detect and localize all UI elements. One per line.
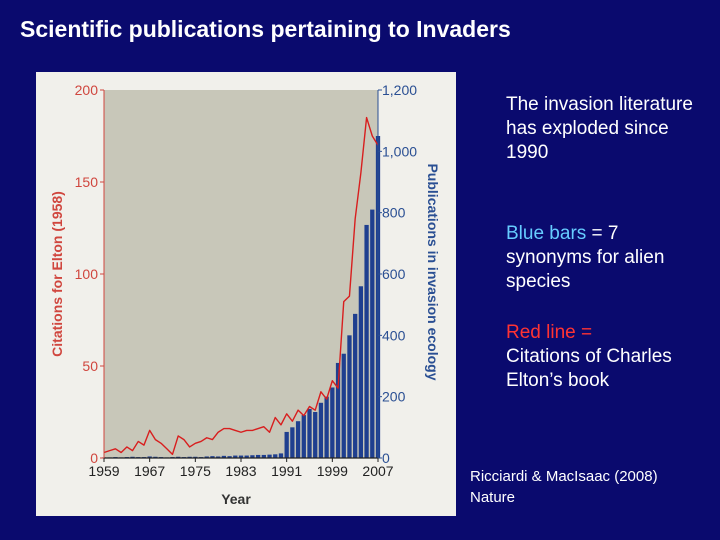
bar-2003 xyxy=(353,313,358,458)
x-tick-label-2007: 2007 xyxy=(362,463,393,479)
x-tick-label-1983: 1983 xyxy=(225,463,256,479)
x-axis-label: Year xyxy=(221,491,251,507)
bar-1991 xyxy=(284,431,289,458)
right-axis-label: Publications in invasion ecology xyxy=(425,163,441,380)
chart-panel: 0 50 100 150 200 0 200 400 600 800 1,000 1,200 1959 1… xyxy=(36,72,456,516)
bar-1989 xyxy=(273,454,278,458)
bar-1982 xyxy=(233,455,238,458)
bar-1987 xyxy=(261,454,266,458)
blue-bars-explanation: = 7 synonyms for alien species xyxy=(506,223,665,292)
bar-1972 xyxy=(176,456,181,458)
bar-1984 xyxy=(244,455,249,458)
left-tick-label-150: 150 xyxy=(75,174,99,190)
bar-1981 xyxy=(227,456,232,458)
bar-1985 xyxy=(250,455,255,458)
bar-1977 xyxy=(204,456,209,458)
left-tick-label-0: 0 xyxy=(90,450,98,466)
red-line-explanation: Citations of Charles Elton’s book xyxy=(506,346,672,391)
citation-journal: Nature xyxy=(470,489,516,506)
bar-1994 xyxy=(301,415,306,458)
bar-2000 xyxy=(335,362,341,458)
bar-2005 xyxy=(364,224,369,458)
right-tick-label-600: 600 xyxy=(382,266,406,282)
description-red-line: Red line = Citations of Charles Elton’s … xyxy=(506,321,706,393)
x-tick-label-1967: 1967 xyxy=(134,463,165,479)
right-tick-label-1000: 1,000 xyxy=(382,143,417,159)
bar-1992 xyxy=(290,427,295,458)
bar-1964 xyxy=(130,456,135,458)
bar-2004 xyxy=(358,286,364,458)
left-tick-label-100: 100 xyxy=(75,266,99,282)
bar-1990 xyxy=(278,453,284,458)
bar-2001 xyxy=(341,353,346,458)
bar-1978 xyxy=(210,456,215,458)
citation-line xyxy=(103,116,379,456)
right-tick-label-400: 400 xyxy=(382,327,406,343)
publications-chart: 0 50 100 150 200 0 200 400 600 800 1,000 1,200 1959 1… xyxy=(49,82,441,507)
bar-1986 xyxy=(255,454,261,458)
red-line-highlight: Red line = xyxy=(506,322,593,343)
left-axis-label: Citations for Elton (1958) xyxy=(49,191,65,357)
slide-title: Scientific publications pertaining to In… xyxy=(20,16,511,42)
right-tick-label-800: 800 xyxy=(382,205,406,221)
x-tick-label-1975: 1975 xyxy=(180,463,211,479)
x-tick-label-1991: 1991 xyxy=(271,463,302,479)
left-tick-label-50: 50 xyxy=(82,358,98,374)
bar-1968 xyxy=(153,456,158,458)
bar-1995 xyxy=(307,408,312,458)
description-blue-bars: Blue bars = 7 synonyms for alien species xyxy=(506,222,706,294)
bar-1974 xyxy=(187,456,192,458)
bar-2002 xyxy=(347,335,352,458)
bar-1967 xyxy=(147,456,152,458)
description-invasion-literature: The invasion literature has exploded sin… xyxy=(506,94,693,163)
right-tick-label-0: 0 xyxy=(382,450,390,466)
bar-1980 xyxy=(221,455,227,458)
bar-1997 xyxy=(318,402,324,458)
bar-1999 xyxy=(330,387,335,458)
citation-authors: Ricciardi & MacIsaac (2008) xyxy=(470,468,658,485)
bar-1979 xyxy=(216,456,221,458)
blue-bars-highlight: Blue bars xyxy=(506,223,587,244)
bar-1988 xyxy=(267,454,272,458)
bar-1975 xyxy=(193,456,198,458)
bar-1996 xyxy=(313,412,318,458)
right-tick-label-1200: 1,200 xyxy=(382,82,417,98)
right-tick-label-200: 200 xyxy=(382,389,406,405)
left-tick-label-200: 200 xyxy=(75,82,99,98)
bar-1983 xyxy=(238,455,244,458)
bar-2006 xyxy=(370,209,375,458)
x-tick-label-1959: 1959 xyxy=(88,463,119,479)
source-citation: Ricciardi & MacIsaac (2008) Nature xyxy=(470,466,710,508)
x-tick-label-1999: 1999 xyxy=(317,463,348,479)
bar-1998 xyxy=(324,396,329,458)
bar-1993 xyxy=(295,421,301,458)
